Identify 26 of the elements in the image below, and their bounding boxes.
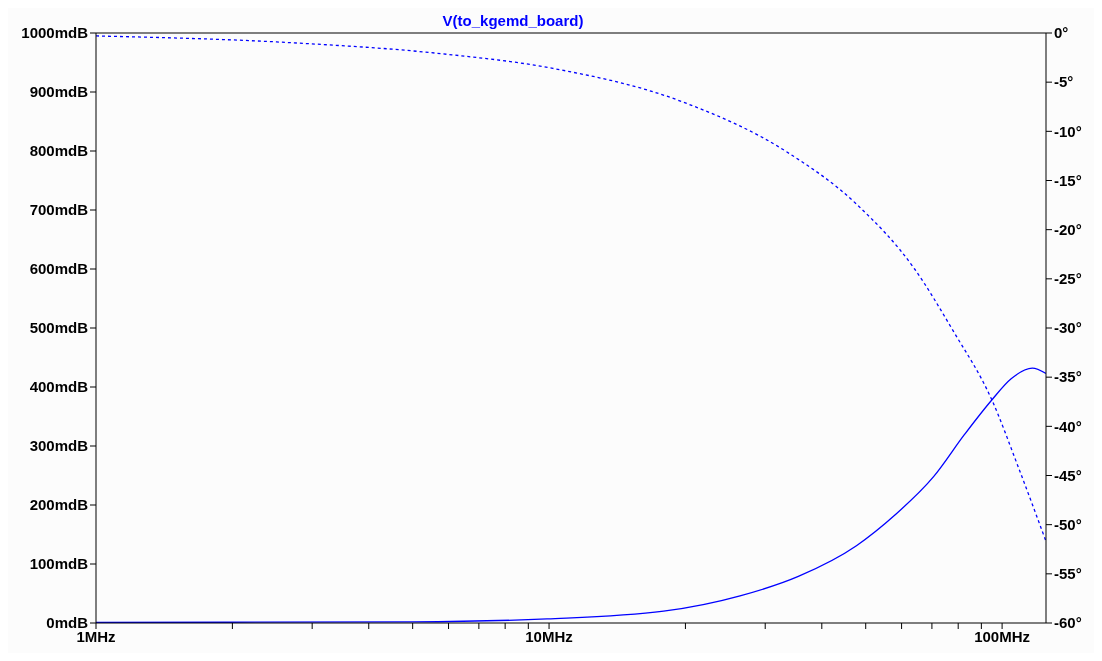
y-tick-label: 400mdB (29, 378, 89, 396)
y2-tick-label: -10° (1054, 122, 1082, 140)
x-tick-label: 100MHz (974, 627, 1031, 645)
x-tick-label: 10MHz (525, 627, 573, 645)
y2-tick-label: -45° (1054, 466, 1082, 484)
y2-tick-label: -35° (1054, 368, 1082, 386)
y-tick-label: 1000mdB (21, 24, 89, 42)
y-tick-label: 500mdB (29, 319, 89, 337)
y2-tick-label: -30° (1054, 319, 1082, 337)
y-tick-label: 700mdB (29, 201, 89, 219)
y2-tick-label: -25° (1054, 270, 1082, 288)
y2-tick-label: -5° (1054, 73, 1074, 91)
y-tick-label: 100mdB (29, 555, 89, 573)
y2-tick-label: -20° (1054, 220, 1082, 238)
y2-tick-label: 0° (1054, 24, 1069, 42)
y-tick-label: 900mdB (29, 83, 89, 101)
y-tick-label: 800mdB (29, 142, 89, 160)
y2-tick-label: -60° (1054, 614, 1082, 632)
chart-title: V(to_kgemd_board) (442, 12, 584, 29)
y-tick-label: 200mdB (29, 496, 89, 514)
y-tick-label: 300mdB (29, 437, 89, 455)
y2-tick-label: -40° (1054, 417, 1082, 435)
y2-tick-label: -15° (1054, 171, 1082, 189)
y2-tick-label: -50° (1054, 515, 1082, 533)
y2-tick-label: -55° (1054, 565, 1082, 583)
y-tick-label: 600mdB (29, 260, 89, 278)
